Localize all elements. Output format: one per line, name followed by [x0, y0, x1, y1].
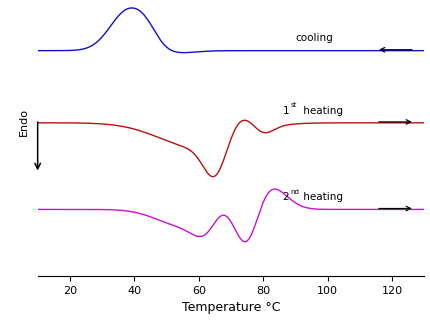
Text: 2: 2 [283, 192, 289, 202]
Text: cooling: cooling [295, 34, 333, 44]
Text: st: st [291, 102, 297, 108]
Text: nd: nd [291, 189, 300, 195]
Text: heating: heating [300, 192, 343, 202]
Text: 1: 1 [283, 106, 289, 116]
Text: Endo: Endo [19, 108, 29, 136]
Text: heating: heating [300, 106, 343, 116]
X-axis label: Temperature °C: Temperature °C [182, 301, 280, 315]
